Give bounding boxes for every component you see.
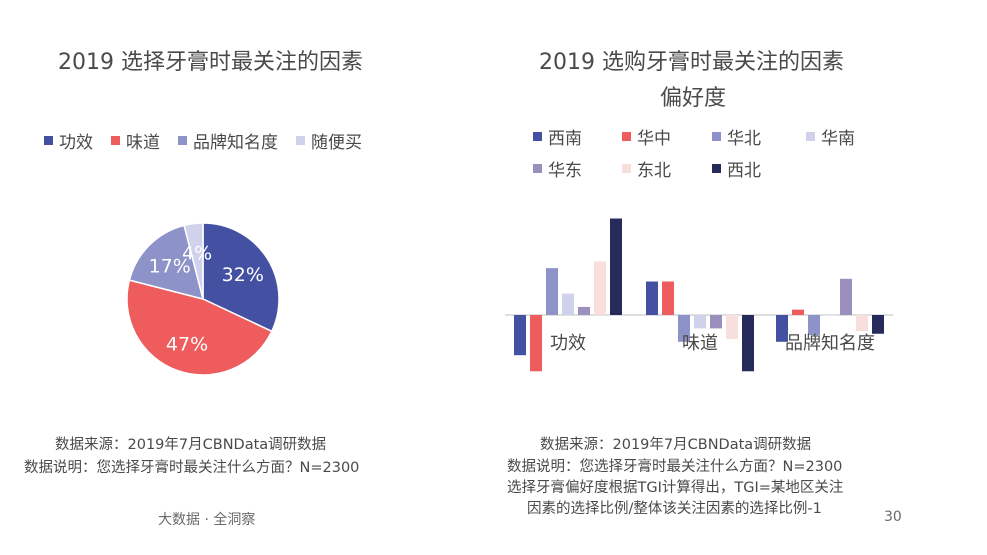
legend-swatch: [712, 132, 721, 141]
legend-label: 华中: [637, 129, 671, 149]
x-tick-label: 品牌知名度: [785, 333, 875, 354]
bar-华南-功效: [562, 293, 574, 315]
bar-华中-品牌知名度: [792, 309, 804, 315]
pie-value-label: 32%: [222, 264, 264, 286]
left-note-source: 数据来源：2019年7月CBNData调研数据: [55, 437, 327, 453]
x-tick-label: 味道: [682, 333, 718, 354]
legend-swatch: [178, 136, 187, 145]
legend-swatch: [806, 132, 815, 141]
pie-slice-2: [126, 279, 273, 376]
bar-legend-item: 华南: [806, 124, 855, 149]
bar-东北-品牌知名度: [856, 315, 868, 332]
bar-legend-item: 西南: [533, 124, 582, 149]
bar-西南-味道: [646, 281, 658, 315]
legend-label: 随便买: [311, 133, 362, 153]
legend-swatch: [712, 164, 721, 173]
pie-slice-4: [183, 222, 204, 300]
pie-legend-item: 随便买: [296, 128, 362, 153]
bar-西南-功效: [514, 315, 526, 356]
bar-chart: 功效 味道 品牌知名度: [505, 218, 893, 372]
pie-legend-item: 品牌知名度: [178, 128, 278, 153]
bar-西北-味道: [742, 315, 754, 372]
bar-legend: 西南 华中 华北 华南华东 东北 西北: [0, 0, 987, 200]
right-note-question: 数据说明：您选择牙膏时最关注什么方面？N=2300: [507, 459, 843, 475]
legend-label: 功效: [59, 133, 93, 153]
bar-legend-item: 东北: [622, 156, 671, 181]
legend-label: 华北: [727, 129, 761, 149]
pie-slice-3: [128, 224, 205, 301]
legend-label: 味道: [126, 133, 160, 153]
bar-华中-功效: [530, 315, 542, 372]
legend-label: 华东: [548, 161, 582, 181]
bar-西北-功效: [610, 218, 622, 315]
pie-slice-1: [202, 222, 280, 333]
bar-华中-味道: [662, 281, 674, 315]
pie-legend: 功效 味道 品牌知名度 随便买: [44, 128, 362, 153]
bar-legend-item: 华中: [622, 124, 671, 149]
bar-华北-功效: [546, 268, 558, 315]
bar-东北-味道: [726, 315, 738, 340]
bar-华东-味道: [710, 315, 722, 329]
bar-legend-item: 华东: [533, 156, 582, 181]
right-note-source: 数据来源：2019年7月CBNData调研数据: [540, 437, 812, 453]
legend-swatch: [111, 136, 120, 145]
pie-chart: 32% 47% 17%4%: [126, 222, 280, 376]
bar-legend-item: 西北: [712, 156, 761, 181]
x-tick-label: 功效: [550, 333, 586, 354]
bar-legend-item: 华北: [712, 124, 761, 149]
legend-swatch: [533, 164, 542, 173]
legend-label: 东北: [637, 161, 671, 181]
legend-label: 华南: [821, 129, 855, 149]
page-number: 30: [884, 509, 902, 525]
bar-西南-品牌知名度: [776, 315, 788, 342]
bar-华南-品牌知名度: [824, 315, 836, 316]
pie-legend-item: 功效: [44, 128, 93, 153]
bar-华北-味道: [678, 315, 690, 342]
left-note-question: 数据说明：您选择牙膏时最关注什么方面？N=2300: [24, 460, 360, 476]
bar-华北-品牌知名度: [808, 315, 820, 336]
legend-label: 西南: [548, 129, 582, 149]
bar-华东-品牌知名度: [840, 278, 852, 315]
bar-华东-功效: [578, 306, 590, 315]
pie-value-label: 4%: [182, 242, 212, 264]
bar-华南-味道: [694, 315, 706, 329]
footer-brand: 大数据 · 全洞察: [158, 512, 256, 528]
right-note-tgi-formula: 因素的选择比例/整体该关注因素的选择比例-1: [527, 501, 822, 517]
pie-value-label: 17%: [149, 256, 191, 278]
legend-swatch: [622, 164, 631, 173]
legend-swatch: [44, 136, 53, 145]
legend-swatch: [296, 136, 305, 145]
right-note-tgi: 选择牙膏偏好度根据TGI计算得出，TGI=某地区关注: [507, 480, 844, 496]
bar-东北-功效: [594, 261, 606, 315]
legend-label: 西北: [727, 161, 761, 181]
right-chart-title: 2019 选购牙膏时最关注的因素: [539, 50, 844, 75]
right-chart-subtitle: 偏好度: [660, 86, 727, 111]
legend-swatch: [533, 132, 542, 141]
left-chart-title: 2019 选择牙膏时最关注的因素: [58, 50, 363, 75]
bar-西北-品牌知名度: [872, 315, 884, 334]
legend-swatch: [622, 132, 631, 141]
pie-value-label: 47%: [166, 333, 208, 355]
pie-legend-item: 味道: [111, 128, 160, 153]
legend-label: 品牌知名度: [193, 133, 278, 153]
